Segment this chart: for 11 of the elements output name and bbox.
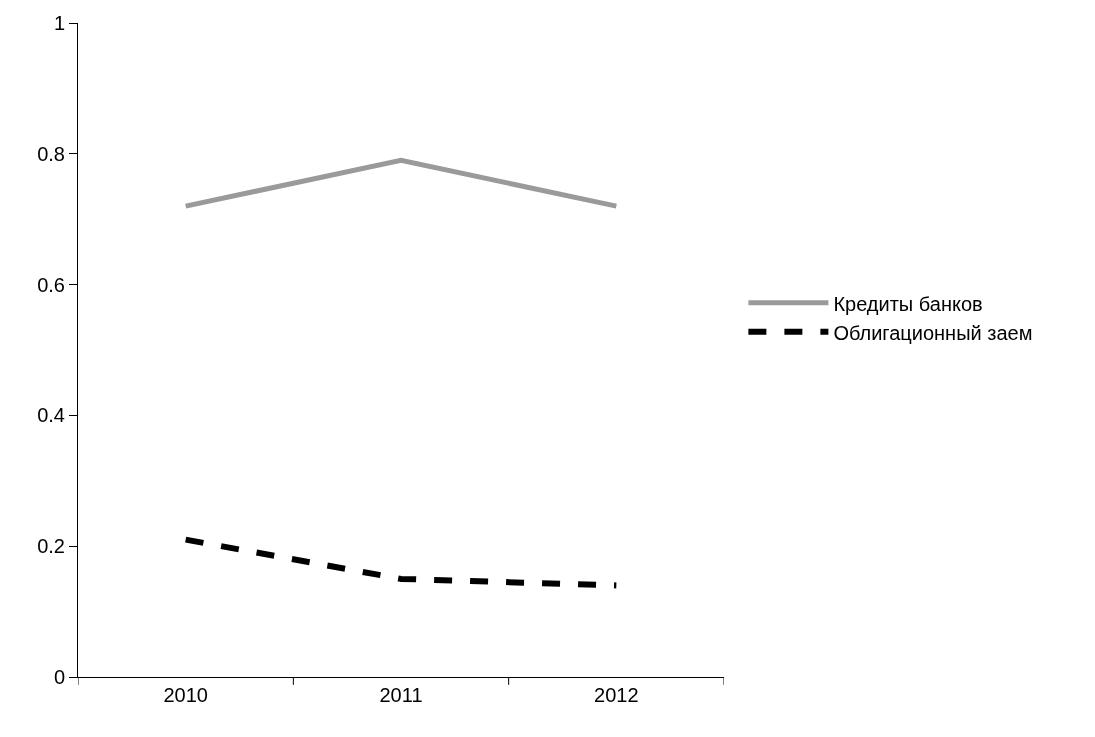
y-tick-label: 0.2 — [37, 535, 65, 558]
y-tick-label: 0.6 — [37, 273, 65, 296]
y-tick-label: 0.8 — [37, 142, 65, 165]
y-tick-label: 0.4 — [37, 404, 65, 427]
y-tick-label: 0 — [53, 666, 65, 688]
x-tick-label: 2012 — [594, 684, 639, 706]
legend-label: Кредиты банков — [833, 292, 983, 315]
x-tick-label: 2011 — [379, 684, 423, 706]
legend-label: Облигационный заем — [833, 321, 1033, 344]
x-tick-label: 2010 — [163, 684, 208, 706]
y-tick-label: 1 — [53, 12, 65, 34]
